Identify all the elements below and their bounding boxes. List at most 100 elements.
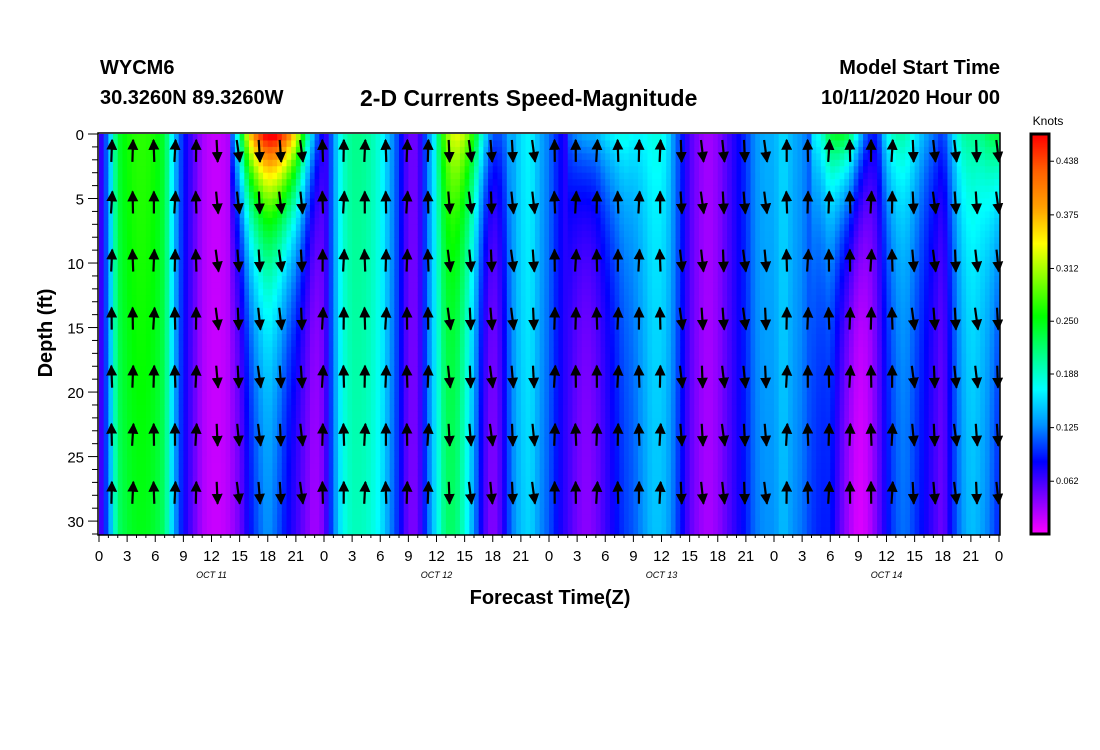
heat-cell — [286, 411, 292, 419]
heat-cell — [145, 250, 152, 258]
heat-cell — [267, 237, 274, 245]
heat-cell — [338, 514, 344, 522]
heat-cell — [272, 527, 278, 535]
heat-cell — [103, 269, 109, 277]
heat-cell — [319, 172, 325, 180]
heat-cell — [150, 514, 156, 522]
heat-cell — [305, 243, 311, 251]
heat-cell — [155, 172, 161, 180]
heat-cell — [178, 508, 184, 516]
heat-cell — [183, 308, 189, 316]
heat-cell — [441, 424, 447, 432]
heat-cell — [197, 308, 203, 316]
heat-cell — [159, 463, 166, 471]
heat-cell — [291, 250, 297, 258]
heat-cell — [469, 346, 475, 354]
heat-cell — [333, 411, 339, 419]
heat-cell — [239, 159, 245, 167]
heat-cell — [103, 179, 109, 187]
heat-cell — [99, 501, 105, 509]
heat-cell — [272, 314, 278, 322]
heat-cell — [295, 456, 302, 464]
heat-cell — [122, 424, 128, 432]
heat-cell — [352, 346, 358, 354]
heat-cell — [459, 346, 466, 354]
heat-cell — [366, 443, 372, 451]
heat-cell — [131, 475, 138, 483]
heat-cell — [164, 146, 170, 154]
heat-cell — [380, 224, 386, 232]
heat-cell — [230, 146, 236, 154]
heat-cell — [145, 172, 152, 180]
heat-cell — [169, 211, 175, 219]
heat-cell — [417, 417, 424, 425]
heat-cell — [380, 256, 386, 264]
heat-cell — [328, 417, 334, 425]
heat-cell — [249, 340, 255, 348]
heat-cell — [122, 140, 128, 148]
heat-cell — [399, 256, 405, 264]
heat-cell — [347, 437, 353, 445]
heat-cell — [192, 327, 199, 335]
heat-cell — [319, 185, 325, 193]
heat-cell — [389, 404, 395, 413]
heat-cell — [192, 134, 199, 142]
heat-cell — [127, 179, 133, 187]
heat-cell — [403, 243, 409, 251]
heat-cell — [239, 482, 245, 490]
heat-cell — [291, 437, 297, 445]
heat-cell — [188, 411, 194, 419]
heat-cell — [431, 514, 438, 522]
heat-cell — [239, 353, 245, 361]
heat-cell — [99, 482, 105, 490]
heat-cell — [267, 508, 274, 516]
heat-cell — [122, 256, 128, 264]
heat-cell — [169, 327, 175, 335]
heat-cell — [450, 288, 456, 296]
heat-cell — [375, 217, 381, 225]
heat-cell — [127, 463, 133, 471]
heat-cell — [459, 443, 466, 451]
heat-cell — [403, 282, 409, 290]
heat-cell — [159, 437, 166, 445]
heat-cell — [249, 398, 255, 406]
heat-cell — [197, 198, 203, 206]
heat-cell — [183, 153, 189, 161]
heat-cell — [183, 198, 189, 206]
heat-cell — [324, 443, 330, 451]
heat-cell — [445, 359, 452, 367]
heat-cell — [225, 159, 231, 167]
heat-cell — [230, 488, 236, 496]
heat-cell — [220, 301, 227, 309]
heat-cell — [309, 166, 316, 174]
heat-cell — [431, 301, 438, 309]
heat-cell — [225, 172, 231, 180]
heat-cell — [417, 224, 424, 232]
heat-cell — [441, 185, 447, 193]
heat-cell — [356, 314, 363, 322]
heat-cell — [117, 243, 124, 251]
heat-cell — [281, 321, 288, 329]
heat-cell — [324, 250, 330, 258]
heat-cell — [178, 224, 184, 232]
heat-cell — [263, 256, 269, 264]
heat-cell — [338, 250, 344, 258]
heat-cell — [314, 346, 320, 354]
heat-cell — [455, 398, 461, 406]
heat-cell — [366, 353, 372, 361]
heat-cell — [202, 417, 208, 425]
heat-cell — [169, 140, 175, 148]
heat-cell — [380, 366, 386, 374]
heat-cell — [436, 398, 442, 406]
heat-cell — [131, 159, 138, 167]
heat-cell — [469, 134, 475, 142]
heat-cell — [394, 450, 400, 458]
heat-cell — [150, 463, 156, 471]
heat-cell — [174, 198, 180, 206]
heat-cell — [394, 417, 400, 425]
heat-cell — [113, 508, 119, 516]
heat-cell — [342, 463, 349, 471]
heat-cell — [319, 275, 325, 283]
heat-cell — [408, 237, 414, 245]
heat-cell — [352, 527, 358, 535]
